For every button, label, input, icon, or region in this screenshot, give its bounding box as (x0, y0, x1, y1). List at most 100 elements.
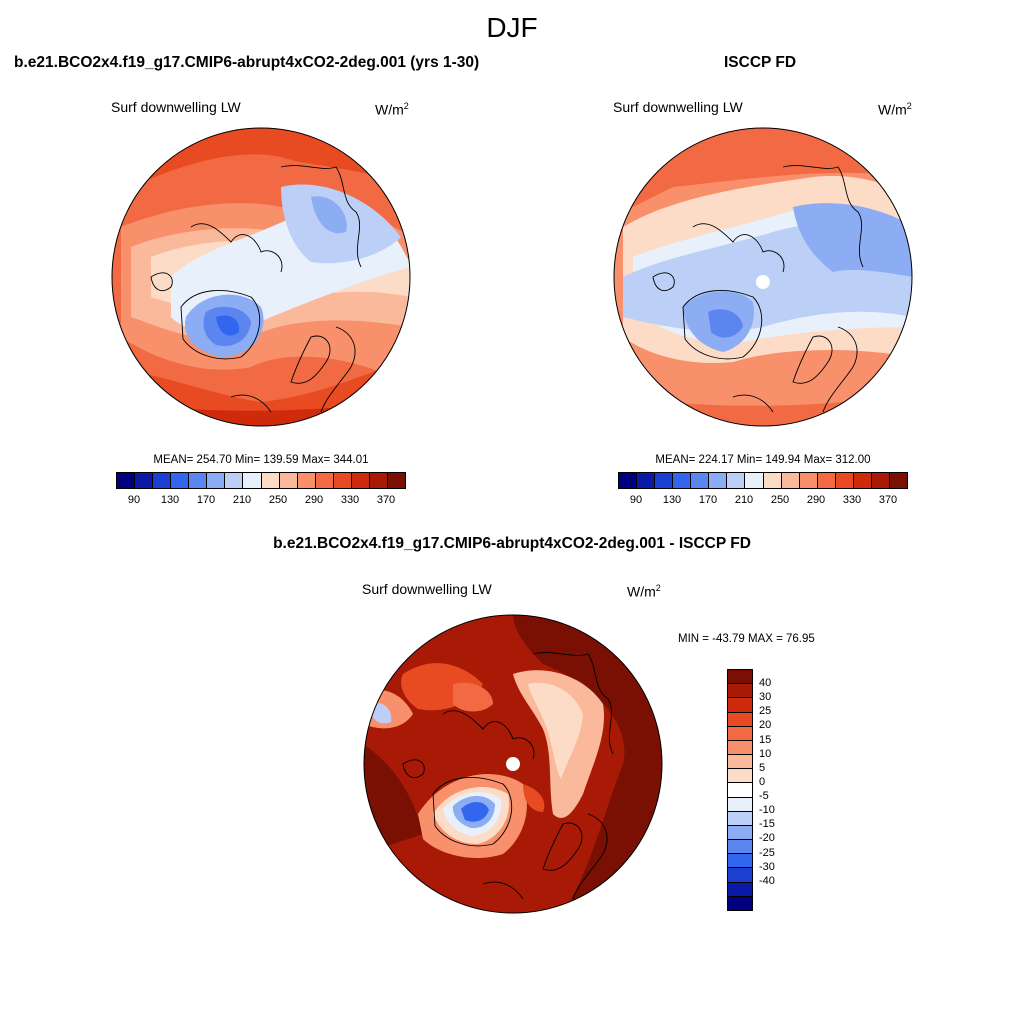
panel3-colorbar-tick-label: 25 (759, 705, 772, 718)
panel2-colorbar-ticks: 90 130 170 210 250 290 330 370 (618, 494, 906, 508)
panel2-colorbar-tick-label: 370 (878, 494, 898, 506)
panel1-colorbar-tick-label: 210 (232, 494, 252, 506)
panel2-colorbar-box (655, 473, 674, 488)
panel2-colorbar-tick-label: 290 (806, 494, 826, 506)
panel3-colorbar-tick-label: 10 (759, 747, 772, 760)
panel3-stats: MIN = -43.79 MAX = 76.95 (678, 633, 815, 645)
panel3-colorbar-box (728, 868, 752, 883)
panel3-pole-hole (506, 757, 520, 771)
panel2-colorbar-box (691, 473, 710, 488)
panel3-colorbar-tick-label: 20 (759, 719, 772, 732)
panel2-colorbar-tick-label: 210 (734, 494, 754, 506)
panel3-colorbar-box (728, 783, 752, 798)
panel1-colorbar (116, 472, 406, 489)
panel1-colorbar-box (387, 473, 405, 488)
panel2-colorbar-box (619, 473, 638, 488)
panel1-colorbar-box (135, 473, 154, 488)
panel1-colorbar-box (315, 473, 334, 488)
panel1-colorbar-box (189, 473, 208, 488)
panel3-units: W/m2 (627, 583, 661, 600)
panel3-colorbar-box (728, 797, 752, 812)
season-title: DJF (486, 12, 538, 43)
panel3-colorbar-tick-label: -30 (759, 860, 775, 873)
panel1-units: W/m2 (375, 101, 409, 118)
panel1-colorbar-tick-label: 370 (376, 494, 396, 506)
panel2-colorbar-box (637, 473, 656, 488)
panel1-colorbar-box (243, 473, 262, 488)
panel1-polar-map (111, 127, 411, 427)
panel1-colorbar-box (261, 473, 280, 488)
panel2-colorbar-box (835, 473, 854, 488)
panel2-colorbar-box (889, 473, 907, 488)
panel3-colorbar-box (728, 825, 752, 841)
panel1-colorbar-tick-label: 170 (196, 494, 216, 506)
panel3-colorbar-box (728, 882, 752, 897)
panel3-variable-label: Surf downwelling LW (362, 581, 492, 597)
panel1-colorbar-tick-label: 330 (340, 494, 360, 506)
panel2-pole-hole (756, 275, 770, 289)
panel1-colorbar-ticks: 90 130 170 210 250 290 330 370 (116, 494, 404, 508)
panel2-colorbar-box (781, 473, 800, 488)
panel3-colorbar-box (728, 854, 752, 869)
panel2-colorbar-tick-label: 330 (842, 494, 862, 506)
panel3-colorbar-box (728, 740, 752, 756)
panel2-colorbar-box (673, 473, 692, 488)
panel2-colorbar-tick-label: 170 (698, 494, 718, 506)
panel3-colorbar-box (728, 840, 752, 855)
panel1-colorbar-box (117, 473, 136, 488)
panel3-colorbar-tick-label: -15 (759, 818, 775, 831)
panel3-colorbar-tick-label: -20 (759, 832, 775, 845)
panel2-colorbar-box (763, 473, 782, 488)
panel2-colorbar-box (853, 473, 872, 488)
panel2-colorbar (618, 472, 908, 489)
panel2-units: W/m2 (878, 101, 912, 118)
panel3-colorbar-box (728, 712, 752, 727)
panel3-colorbar-box (728, 896, 752, 910)
panel3-colorbar-box (728, 755, 752, 770)
panel1-colorbar-box (351, 473, 370, 488)
panel2-colorbar-box (871, 473, 890, 488)
panel3-colorbar-box (728, 684, 752, 699)
panel1-colorbar-tick-label: 90 (127, 494, 141, 506)
panel1-variable-label: Surf downwelling LW (111, 99, 241, 115)
panel1-colorbar-box (279, 473, 298, 488)
panel3-colorbar (727, 669, 753, 911)
panel1-colorbar-tick-label: 130 (160, 494, 180, 506)
panel2-colorbar-box (745, 473, 764, 488)
panel1-colorbar-box (171, 473, 190, 488)
panel2-colorbar-box (817, 473, 836, 488)
panel1-colorbar-tick-label: 290 (304, 494, 324, 506)
panel2-stats: MEAN= 224.17 Min= 149.94 Max= 312.00 (655, 454, 871, 466)
panel3-colorbar-tick-label: -10 (759, 804, 775, 817)
panel3-colorbar-tick-label: 40 (759, 677, 772, 690)
panel1-stats: MEAN= 254.70 Min= 139.59 Max= 344.01 (153, 454, 369, 466)
panel3-colorbar-tick-label: 30 (759, 691, 772, 704)
panel3-colorbar-box (728, 670, 752, 685)
panel2-polar-map (613, 127, 913, 427)
panel1-colorbar-box (297, 473, 316, 488)
panel2-colorbar-tick-label: 90 (629, 494, 643, 506)
panel3-colorbar-box (728, 811, 752, 826)
panel3-title: b.e21.BCO2x4.f19_g17.CMIP6-abrupt4xCO2-2… (273, 535, 751, 552)
panel1-colorbar-tick-label: 250 (268, 494, 288, 506)
panel2-colorbar-tick-label: 130 (662, 494, 682, 506)
panel3-colorbar-tick-label: -40 (759, 874, 775, 887)
panel2-colorbar-box (709, 473, 728, 488)
panel2-colorbar-tick-label: 250 (770, 494, 790, 506)
panel3-polar-map (363, 614, 663, 914)
panel2-title: ISCCP FD (724, 54, 797, 71)
panel2-variable-label: Surf downwelling LW (613, 99, 743, 115)
panel1-title: b.e21.BCO2x4.f19_g17.CMIP6-abrupt4xCO2-2… (14, 54, 480, 71)
panel3-colorbar-box (728, 698, 752, 713)
panel3-colorbar-box (728, 726, 752, 741)
panel1-colorbar-box (225, 473, 244, 488)
panel3-colorbar-tick-label: 0 (759, 775, 766, 788)
panel1-colorbar-box (153, 473, 172, 488)
panel3-colorbar-ticks: 40 30 25 20 15 10 5 0 -5 -10 -15 -20 -25 -30 -40 (759, 669, 799, 909)
panel3-colorbar-tick-label: -25 (759, 846, 775, 859)
panel1-colorbar-box (333, 473, 352, 488)
panel3-colorbar-tick-label: -5 (759, 790, 769, 803)
panel3-colorbar-tick-label: 5 (759, 761, 766, 774)
panel1-colorbar-box (207, 473, 226, 488)
panel3-colorbar-tick-label: 15 (759, 733, 772, 746)
